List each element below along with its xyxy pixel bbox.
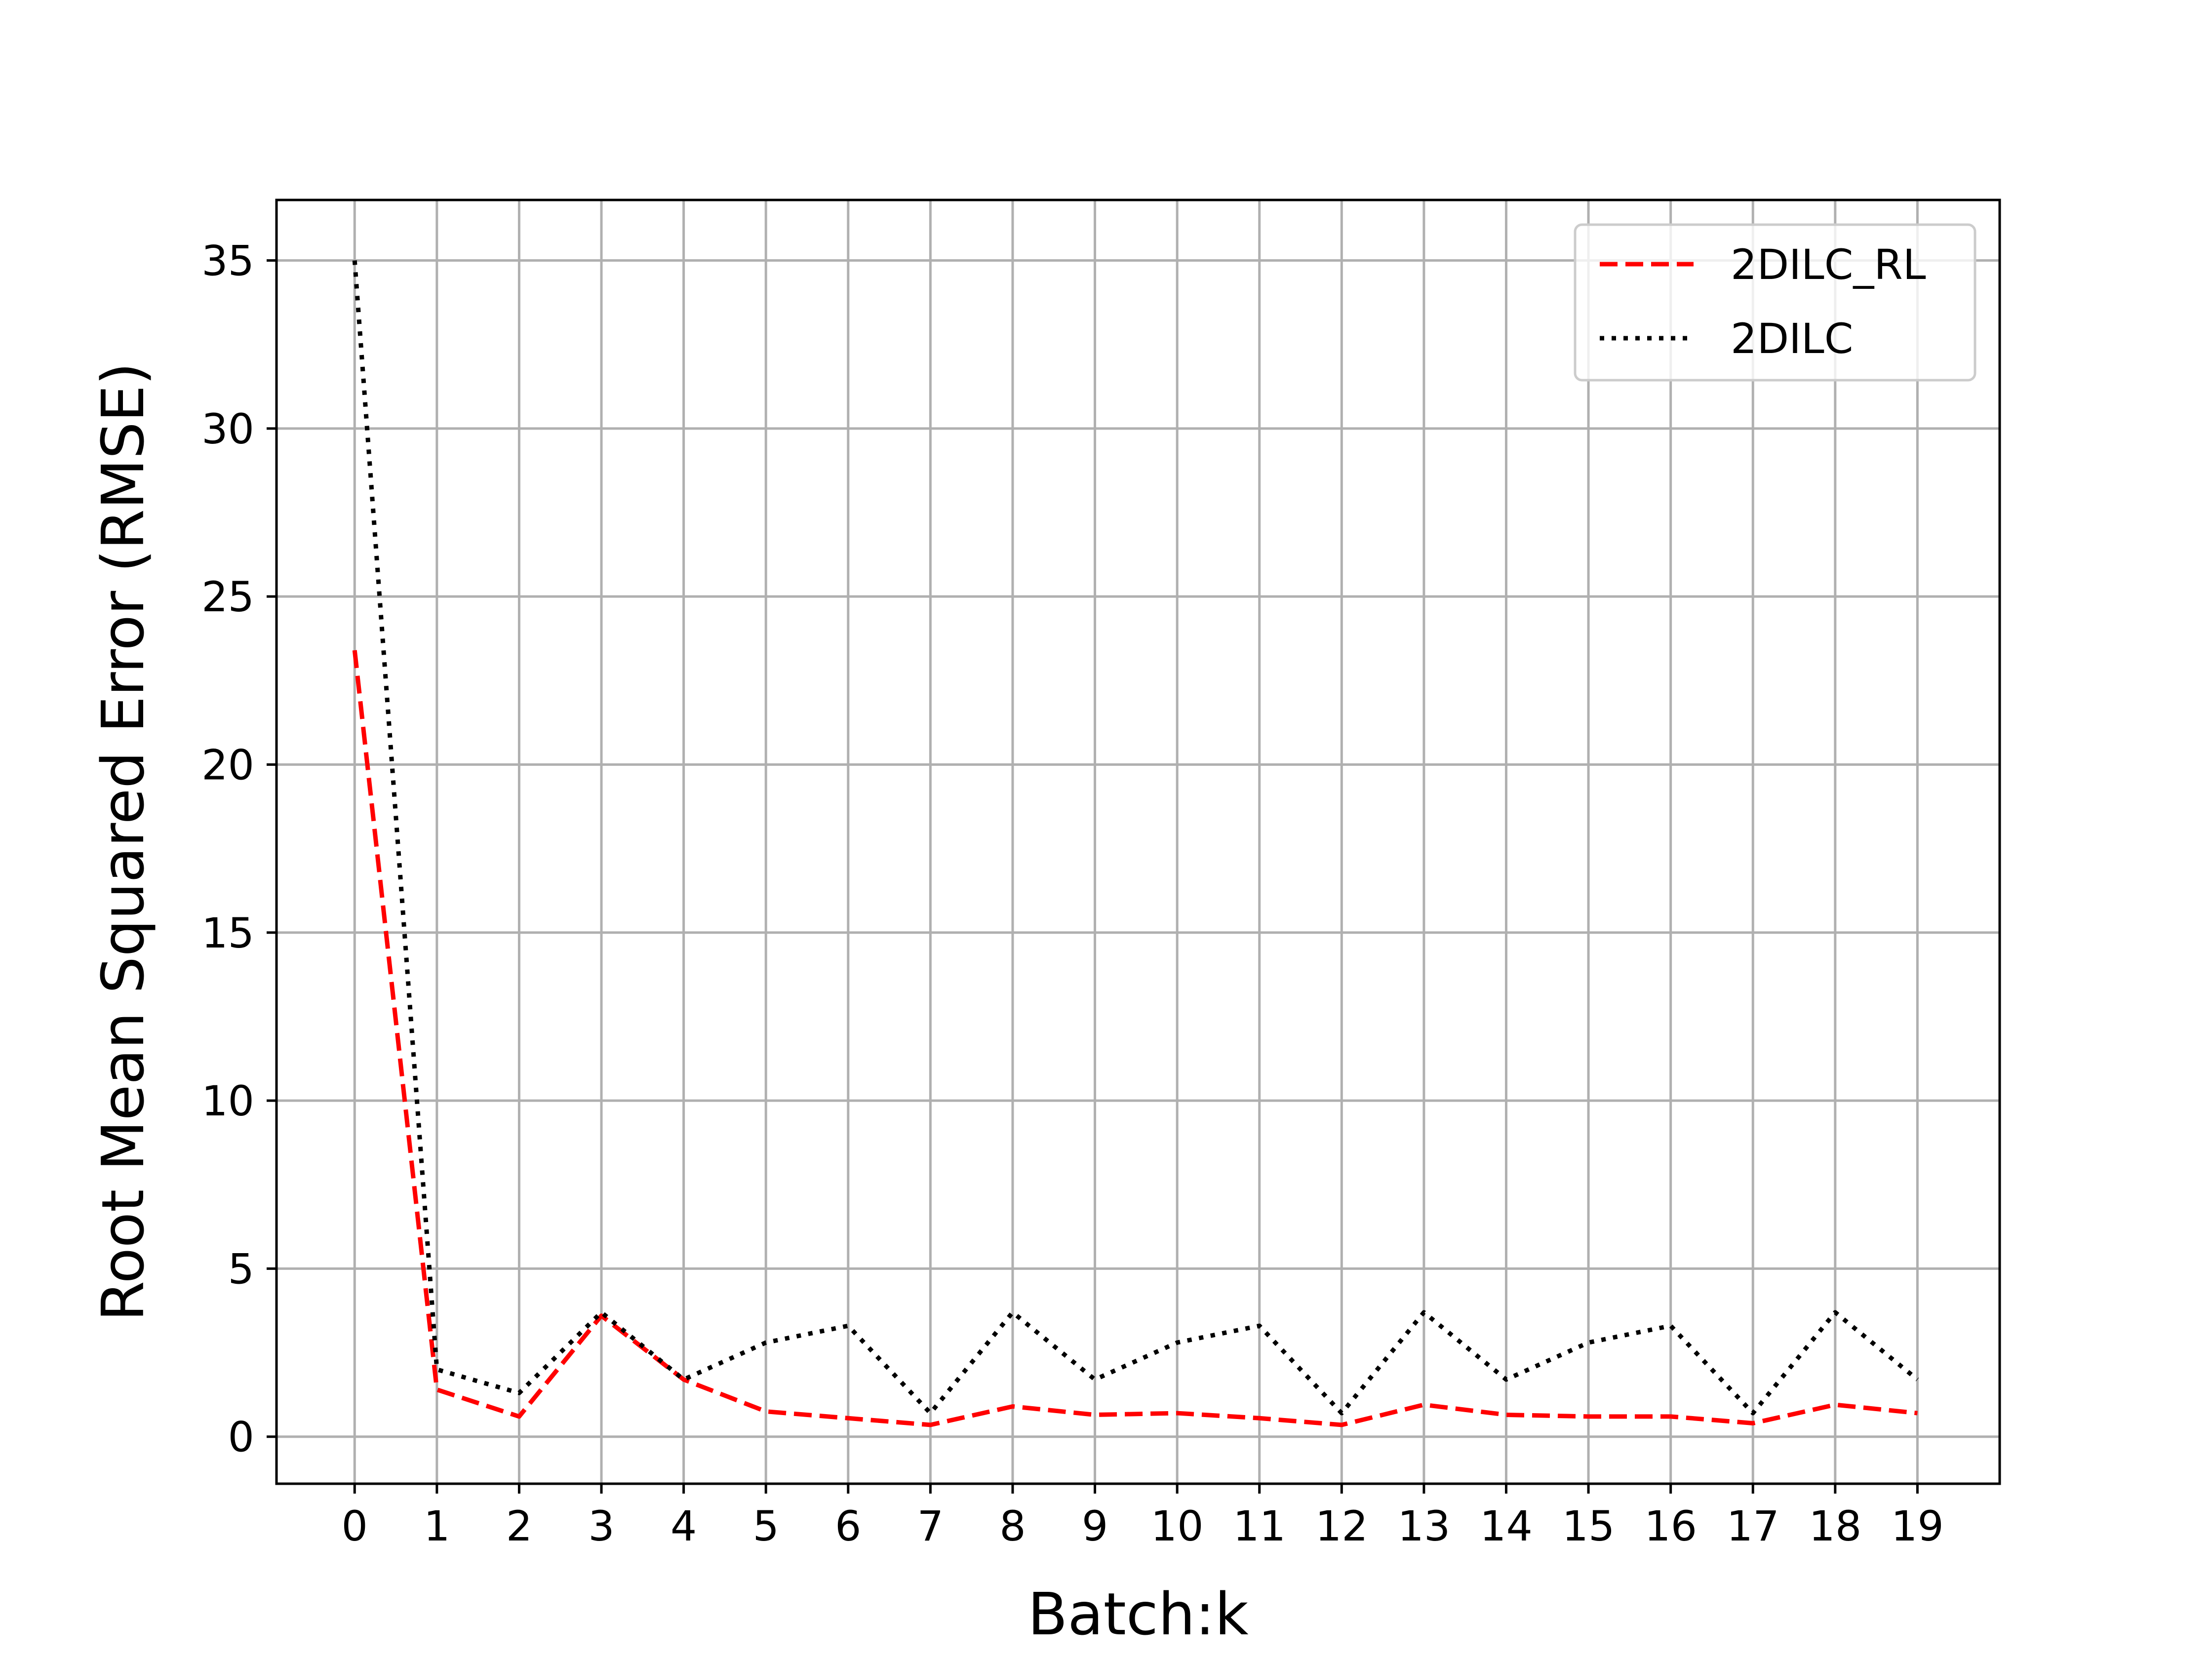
x-tick-label-9: 9: [1082, 1502, 1108, 1550]
y-tick-label-25: 25: [201, 573, 254, 621]
legend-box: [1574, 223, 1976, 382]
x-tick-label-16: 16: [1644, 1502, 1697, 1550]
x-tick-label-7: 7: [917, 1502, 944, 1550]
y-tick-label-20: 20: [201, 741, 254, 789]
x-tick-label-5: 5: [752, 1502, 779, 1550]
x-tick-label-10: 10: [1151, 1502, 1204, 1550]
x-tick-label-13: 13: [1397, 1502, 1450, 1550]
legend: 2DILC_RL 2DILC: [1574, 223, 1976, 382]
x-tick-label-4: 4: [671, 1502, 697, 1550]
x-tick-label-6: 6: [835, 1502, 861, 1550]
legend-label-2dilc-rl: 2DILC_RL: [1731, 240, 1926, 289]
series-line-2dilc-rl: [352, 650, 1918, 1427]
x-tick-label-2: 2: [506, 1502, 532, 1550]
x-tick-label-15: 15: [1562, 1502, 1615, 1550]
x-tick-label-18: 18: [1809, 1502, 1861, 1550]
x-tick-label-8: 8: [999, 1502, 1026, 1550]
x-tick-label-19: 19: [1891, 1502, 1944, 1550]
x-tick-label-11: 11: [1233, 1502, 1286, 1550]
tick-layer: 0 1 2 3 4 5 6 7 8 9 10 11 12 13 14 15 16 17 18 190510152025…: [201, 237, 1944, 1550]
x-tick-label-1: 1: [424, 1502, 450, 1550]
y-tick-label-30: 30: [201, 405, 254, 453]
y-tick-label-5: 5: [228, 1245, 254, 1293]
x-tick-label-12: 12: [1315, 1502, 1368, 1550]
y-tick-label-10: 10: [201, 1077, 254, 1125]
y-tick-label-35: 35: [201, 237, 254, 285]
x-tick-label-17: 17: [1727, 1502, 1779, 1550]
plot-frame: [275, 198, 2001, 1485]
series-line-2dilc: [352, 260, 1919, 1416]
x-tick-label-3: 3: [588, 1502, 614, 1550]
y-axis-title: Root Mean Squared Error (RMSE): [89, 362, 157, 1321]
series-layer: [352, 260, 1919, 1427]
x-tick-label-0: 0: [342, 1502, 368, 1550]
grid-layer: [276, 200, 2000, 1484]
x-axis-title: Batch:k: [1027, 1580, 1248, 1648]
y-tick-label-15: 15: [201, 909, 254, 957]
legend-label-2dilc: 2DILC: [1731, 315, 1853, 363]
x-tick-label-14: 14: [1480, 1502, 1533, 1550]
y-tick-label-0: 0: [228, 1413, 254, 1462]
